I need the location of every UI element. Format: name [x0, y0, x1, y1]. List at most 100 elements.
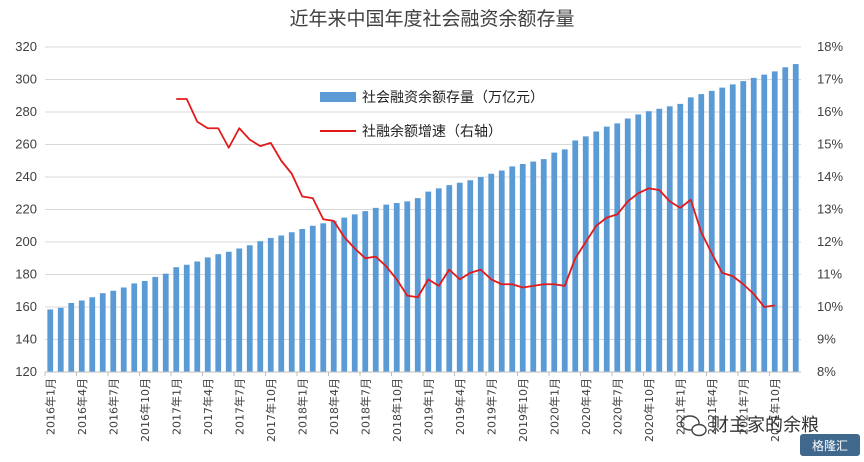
bar	[404, 201, 411, 372]
x-tick-label: 2019年7月	[484, 378, 498, 435]
x-axis-ticks: 2016年1月 2016年4月 2016年7月 2016年10月 2017年1月 2017…	[43, 372, 782, 442]
y-right-tick-label: 11%	[817, 267, 842, 282]
x-tick-label: 2019年4月	[453, 378, 467, 435]
bar	[383, 204, 390, 372]
growth-rate-line	[176, 98, 775, 308]
bar	[624, 118, 631, 372]
bar	[708, 90, 715, 372]
bar	[572, 140, 579, 372]
x-tick-label: 2020年1月	[547, 378, 561, 435]
y-right-tick-label: 9%	[817, 332, 836, 347]
y-left-tick-label: 260	[15, 137, 37, 152]
bar	[257, 241, 264, 372]
x-tick-label: 2017年4月	[201, 378, 215, 435]
bar	[477, 177, 484, 372]
bar	[267, 237, 274, 372]
x-tick-label: 2016年10月	[138, 378, 152, 442]
y-left-tick-label: 200	[15, 234, 37, 249]
x-tick-label: 2018年10月	[390, 378, 404, 442]
bar	[362, 211, 369, 372]
bar	[530, 161, 537, 372]
x-tick-label: 2021年10月	[768, 378, 782, 442]
x-tick-label: 2020年10月	[642, 378, 656, 442]
y-axis-left-ticks: 120 140 160 180 200 220 240 260 280 300 320	[15, 39, 37, 379]
bar	[141, 281, 148, 372]
legend-swatch-bars	[320, 92, 356, 102]
bar	[78, 300, 85, 372]
legend-label-line: 社融余额增速（右轴）	[362, 123, 502, 140]
bar	[551, 152, 558, 372]
bar	[351, 214, 358, 372]
bar	[666, 106, 673, 372]
bar	[561, 149, 568, 372]
y-left-tick-label: 140	[15, 332, 37, 347]
bar	[89, 297, 96, 372]
bar	[99, 293, 106, 372]
bar	[435, 188, 442, 372]
line-series	[176, 98, 775, 308]
bar	[509, 166, 516, 372]
x-tick-label: 2016年4月	[75, 378, 89, 435]
wechat-icon	[680, 415, 707, 437]
y-right-tick-label: 14%	[817, 169, 843, 184]
x-tick-label: 2017年1月	[169, 378, 183, 435]
bar	[110, 290, 117, 372]
bar	[750, 77, 757, 372]
x-tick-label: 2018年4月	[327, 378, 341, 435]
bar	[173, 267, 180, 372]
bar	[687, 97, 694, 372]
bar-series	[47, 64, 799, 372]
bar	[729, 84, 736, 372]
watermark: 财主家的余粮 格隆汇	[680, 415, 860, 456]
bar	[215, 254, 222, 372]
bar	[204, 257, 211, 372]
bar	[582, 136, 589, 372]
y-left-tick-label: 300	[15, 72, 37, 87]
x-tick-label: 2017年7月	[232, 378, 246, 435]
bar	[425, 191, 432, 372]
bar	[761, 74, 768, 372]
y-right-tick-label: 12%	[817, 234, 843, 249]
bar	[603, 126, 610, 372]
bar	[414, 198, 421, 372]
bar	[162, 273, 169, 372]
x-tick-label: 2021年7月	[736, 378, 750, 435]
y-left-tick-label: 120	[15, 364, 37, 379]
bar	[446, 185, 453, 372]
bar	[645, 111, 652, 372]
y-right-tick-label: 17%	[817, 72, 843, 87]
bar	[194, 261, 201, 372]
bar	[677, 103, 684, 372]
y-left-tick-label: 280	[15, 104, 37, 119]
x-tick-label: 2019年1月	[421, 378, 435, 435]
y-left-tick-label: 320	[15, 39, 37, 54]
y-left-tick-label: 180	[15, 267, 37, 282]
bar	[152, 276, 159, 372]
x-tick-label: 2017年10月	[264, 378, 278, 442]
x-tick-label: 2018年7月	[358, 378, 372, 435]
y-left-tick-label: 220	[15, 202, 37, 217]
bar	[656, 108, 663, 372]
bar	[309, 225, 316, 372]
bar	[330, 220, 337, 372]
y-right-tick-label: 13%	[817, 202, 843, 217]
bar	[614, 123, 621, 372]
bar	[320, 223, 327, 372]
bar	[456, 182, 463, 372]
bar	[782, 67, 789, 372]
y-left-tick-label: 160	[15, 299, 37, 314]
bar	[299, 229, 306, 372]
bar	[635, 114, 642, 372]
legend-label-bars: 社会融资余额存量（万亿元）	[362, 89, 544, 106]
bar	[131, 283, 138, 372]
bar	[341, 217, 348, 372]
bar	[719, 87, 726, 372]
watermark-source: 财主家的余粮	[711, 415, 819, 436]
x-tick-label: 2020年7月	[610, 378, 624, 435]
bar	[278, 235, 285, 372]
bar	[498, 170, 505, 372]
bar	[519, 164, 526, 372]
bar	[183, 264, 190, 372]
chart-title: 近年来中国年度社会融资余额存量	[289, 8, 574, 30]
